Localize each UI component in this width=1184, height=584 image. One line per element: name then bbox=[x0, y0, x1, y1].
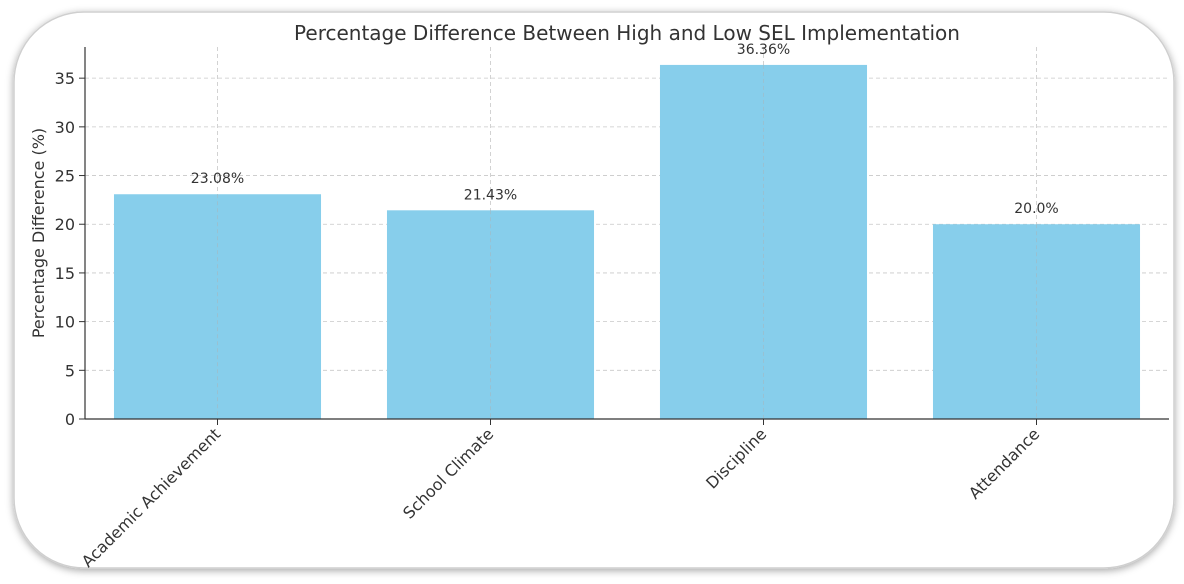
y-tick-label: 5 bbox=[65, 361, 75, 380]
bar-value-label: 20.0% bbox=[1014, 201, 1058, 217]
y-tick-label: 20 bbox=[55, 215, 75, 234]
y-axis-ticks: 0 5 10 15 20 25 30 35 bbox=[55, 69, 85, 429]
bar-value-labels: 23.08% 21.43% 36.36% 20.0% bbox=[191, 42, 1059, 217]
chart-title: Percentage Difference Between High and L… bbox=[294, 21, 960, 45]
y-tick-label: 35 bbox=[55, 69, 75, 88]
bars bbox=[113, 64, 1141, 419]
y-tick-label: 10 bbox=[55, 313, 75, 332]
y-tick-label: 15 bbox=[55, 264, 75, 283]
bar-school-climate bbox=[386, 210, 595, 419]
y-tick-label: 30 bbox=[55, 118, 75, 137]
bar-value-label: 36.36% bbox=[737, 42, 790, 58]
bar-value-label: 21.43% bbox=[464, 187, 517, 203]
y-tick-label: 0 bbox=[65, 410, 75, 429]
y-tick-label: 25 bbox=[55, 167, 75, 186]
y-axis-label: Percentage Difference (%) bbox=[29, 128, 48, 338]
bar-value-label: 23.08% bbox=[191, 171, 244, 187]
